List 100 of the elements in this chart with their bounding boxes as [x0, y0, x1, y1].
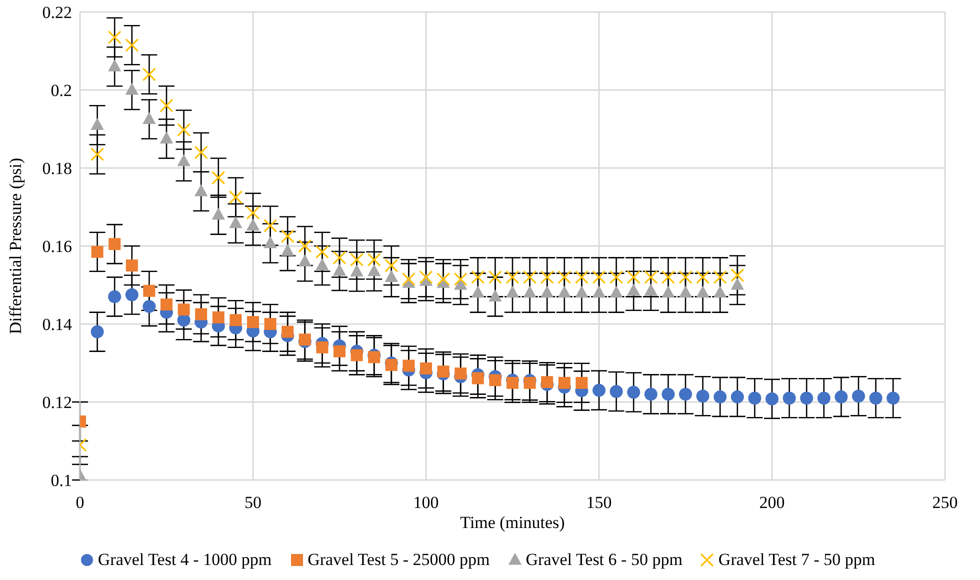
point [125, 82, 138, 95]
point [246, 218, 260, 231]
point [195, 308, 208, 320]
point [886, 392, 900, 405]
point [350, 349, 363, 362]
point [662, 388, 675, 401]
point [730, 390, 744, 404]
point [178, 304, 190, 316]
point [282, 326, 294, 338]
point [402, 272, 416, 286]
point [247, 316, 259, 328]
point [402, 360, 415, 372]
point [280, 229, 294, 244]
point [696, 390, 710, 403]
point [90, 148, 104, 162]
point [177, 154, 190, 166]
point [316, 258, 329, 270]
point [264, 218, 278, 233]
point [316, 341, 328, 354]
point [834, 390, 848, 404]
point [782, 392, 796, 405]
point [160, 298, 172, 310]
point [194, 184, 208, 196]
point [126, 260, 138, 272]
point [90, 118, 104, 130]
point [506, 376, 518, 389]
point [298, 239, 312, 253]
y-tick-label: 0.14 [42, 315, 72, 334]
point [592, 384, 606, 397]
y-tick-label: 0.1 [50, 471, 72, 490]
point [644, 388, 658, 401]
point [264, 318, 276, 330]
point [229, 216, 242, 228]
x-tick-label: 150 [586, 493, 612, 512]
point [142, 112, 156, 124]
point [524, 376, 536, 389]
point [212, 170, 226, 185]
point [194, 146, 208, 160]
point [125, 288, 138, 302]
point [91, 246, 104, 258]
point [610, 384, 623, 398]
x-tick-label: 0 [76, 493, 84, 512]
legend-label: Gravel Test 4 - 1000 ppm [98, 550, 272, 570]
point [298, 334, 311, 346]
y-tick-label: 0.22 [42, 3, 72, 22]
x-tick-label: 100 [413, 493, 439, 512]
point [384, 270, 398, 282]
point [212, 208, 225, 220]
point [679, 388, 692, 401]
point [576, 376, 588, 389]
point [298, 254, 312, 266]
point [489, 374, 502, 386]
point [454, 368, 467, 380]
x-tick-label: 50 [244, 493, 262, 512]
point [212, 311, 224, 324]
point [160, 98, 174, 112]
legend-label: Gravel Test 5 - 25000 ppm [308, 550, 490, 570]
x-axis-title: Time (minutes) [460, 513, 565, 532]
point [730, 268, 744, 282]
point [142, 300, 156, 313]
point [869, 392, 882, 405]
point [160, 132, 174, 144]
point [177, 122, 191, 137]
y-tick-label: 0.12 [42, 393, 72, 412]
point [177, 314, 190, 327]
point [334, 345, 346, 358]
y-axis-title: Differential Pressure (psi) [6, 158, 26, 334]
point [714, 390, 727, 404]
point [541, 376, 554, 388]
point [108, 238, 121, 250]
point [315, 245, 329, 259]
point [817, 392, 830, 405]
point [800, 392, 814, 405]
point [437, 366, 450, 378]
point [852, 390, 865, 403]
legend-label: Gravel Test 6 - 50 ppm [526, 550, 682, 570]
point [472, 372, 484, 384]
point [419, 270, 433, 284]
point [230, 314, 242, 326]
point [627, 386, 640, 399]
point [108, 290, 122, 304]
y-tick-label: 0.18 [42, 159, 72, 178]
point [748, 392, 762, 405]
point [108, 59, 122, 72]
x-tick-label: 200 [759, 493, 785, 512]
point [142, 68, 156, 82]
point [420, 362, 432, 374]
point [436, 272, 450, 286]
point [281, 244, 294, 256]
point [454, 278, 468, 290]
point [558, 376, 570, 389]
point [471, 270, 485, 284]
point [125, 38, 139, 52]
point [454, 272, 468, 286]
point [350, 264, 364, 277]
point [488, 270, 502, 284]
y-tick-label: 0.16 [42, 237, 72, 256]
x-tick-label: 250 [932, 493, 958, 512]
point [766, 392, 778, 406]
point [730, 278, 744, 290]
